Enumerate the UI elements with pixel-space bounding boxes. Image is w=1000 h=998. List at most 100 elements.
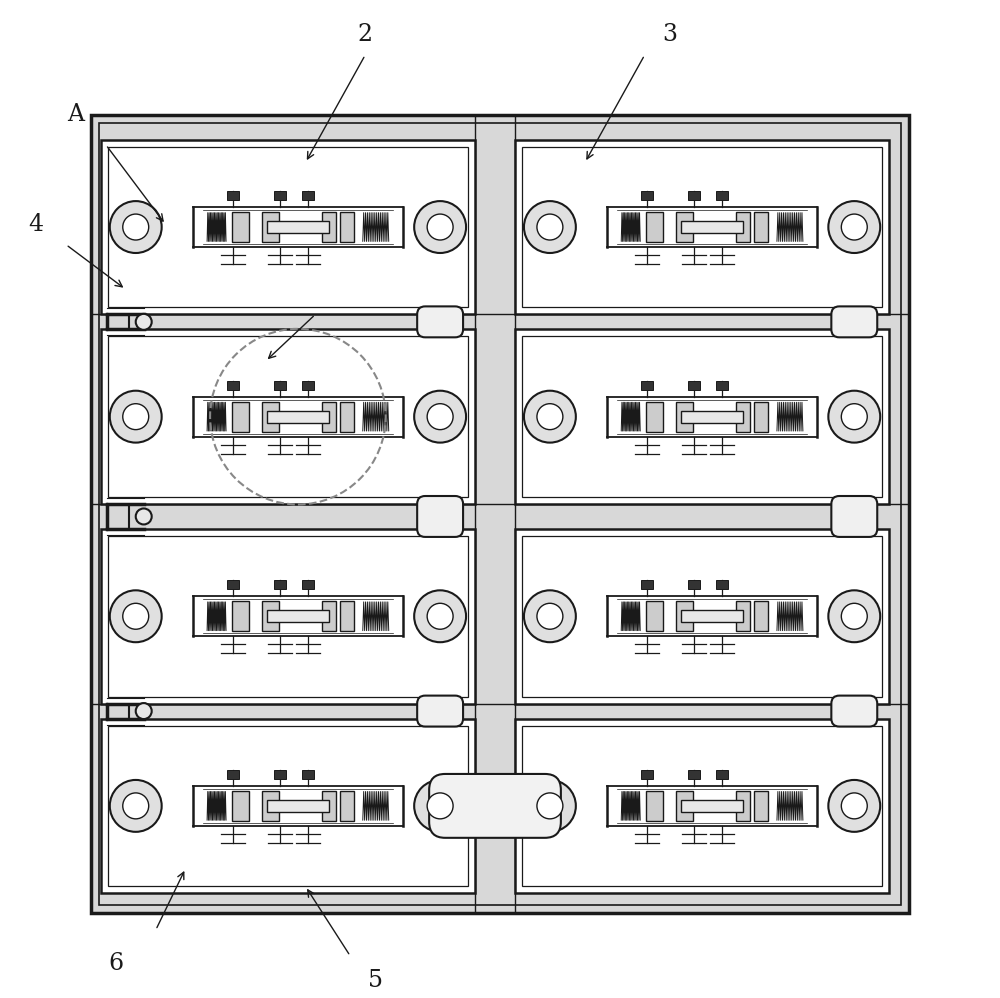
Circle shape bbox=[524, 202, 576, 252]
Text: A: A bbox=[67, 103, 84, 127]
Bar bbox=[646, 601, 663, 632]
Text: 6: 6 bbox=[108, 951, 123, 975]
Text: 2: 2 bbox=[358, 23, 373, 47]
Circle shape bbox=[123, 215, 149, 241]
Bar bbox=[515, 719, 889, 893]
Bar bbox=[754, 213, 768, 243]
Circle shape bbox=[537, 403, 563, 430]
Circle shape bbox=[537, 603, 563, 630]
FancyBboxPatch shape bbox=[417, 306, 463, 337]
Bar bbox=[681, 411, 743, 423]
Bar bbox=[716, 581, 728, 589]
Circle shape bbox=[136, 313, 152, 330]
Bar bbox=[322, 601, 336, 632]
Bar bbox=[108, 336, 468, 497]
Bar bbox=[101, 719, 475, 893]
FancyBboxPatch shape bbox=[831, 306, 877, 337]
Circle shape bbox=[136, 704, 152, 719]
Bar bbox=[641, 192, 653, 200]
Circle shape bbox=[414, 202, 466, 252]
Circle shape bbox=[828, 391, 880, 443]
Circle shape bbox=[110, 591, 162, 643]
Bar bbox=[232, 401, 249, 431]
Bar bbox=[676, 401, 693, 431]
Circle shape bbox=[524, 591, 576, 643]
Bar bbox=[522, 147, 882, 307]
Bar bbox=[716, 381, 728, 389]
Bar bbox=[267, 611, 329, 623]
Bar bbox=[91, 115, 909, 913]
Bar bbox=[736, 401, 750, 431]
Circle shape bbox=[427, 215, 453, 241]
Bar bbox=[522, 726, 882, 886]
Bar bbox=[267, 411, 329, 423]
Bar bbox=[676, 601, 693, 632]
Bar bbox=[302, 770, 314, 778]
Bar bbox=[274, 192, 286, 200]
Circle shape bbox=[123, 403, 149, 430]
Bar bbox=[267, 221, 329, 233]
Text: 4: 4 bbox=[28, 213, 43, 237]
Bar bbox=[274, 770, 286, 778]
Bar bbox=[340, 790, 354, 820]
Bar bbox=[641, 770, 653, 778]
Bar bbox=[232, 213, 249, 243]
Bar bbox=[688, 192, 700, 200]
Bar bbox=[641, 581, 653, 589]
Bar bbox=[108, 726, 468, 886]
Bar bbox=[262, 601, 279, 632]
Bar bbox=[681, 611, 743, 623]
Circle shape bbox=[110, 780, 162, 832]
Bar bbox=[676, 790, 693, 820]
Bar bbox=[681, 221, 743, 233]
Bar bbox=[232, 601, 249, 632]
Circle shape bbox=[123, 603, 149, 630]
Circle shape bbox=[110, 202, 162, 252]
Bar bbox=[262, 790, 279, 820]
Circle shape bbox=[427, 603, 453, 630]
Circle shape bbox=[414, 780, 466, 832]
Bar bbox=[322, 790, 336, 820]
Bar bbox=[302, 381, 314, 389]
Bar bbox=[736, 790, 750, 820]
Bar bbox=[646, 213, 663, 243]
FancyBboxPatch shape bbox=[429, 774, 561, 838]
Bar bbox=[227, 581, 239, 589]
FancyBboxPatch shape bbox=[831, 496, 877, 537]
Bar bbox=[515, 329, 889, 504]
Bar bbox=[302, 192, 314, 200]
Bar bbox=[340, 401, 354, 431]
Circle shape bbox=[414, 591, 466, 643]
Bar bbox=[274, 581, 286, 589]
FancyBboxPatch shape bbox=[417, 696, 463, 727]
Circle shape bbox=[841, 403, 867, 430]
Circle shape bbox=[537, 792, 563, 818]
FancyBboxPatch shape bbox=[831, 696, 877, 727]
Circle shape bbox=[841, 215, 867, 241]
Bar bbox=[340, 601, 354, 632]
Circle shape bbox=[110, 391, 162, 443]
Bar bbox=[267, 800, 329, 812]
Bar bbox=[676, 213, 693, 243]
Bar bbox=[101, 529, 475, 704]
Circle shape bbox=[524, 391, 576, 443]
Bar bbox=[681, 800, 743, 812]
Bar bbox=[99, 123, 901, 905]
Bar bbox=[227, 192, 239, 200]
Bar bbox=[227, 770, 239, 778]
Bar bbox=[262, 401, 279, 431]
Bar bbox=[322, 401, 336, 431]
Bar bbox=[716, 770, 728, 778]
Bar bbox=[688, 381, 700, 389]
Bar bbox=[754, 601, 768, 632]
Bar bbox=[302, 581, 314, 589]
Bar bbox=[688, 770, 700, 778]
Bar bbox=[108, 536, 468, 697]
Bar bbox=[641, 381, 653, 389]
Bar bbox=[262, 213, 279, 243]
Text: 5: 5 bbox=[368, 968, 383, 992]
Bar bbox=[688, 581, 700, 589]
Circle shape bbox=[841, 792, 867, 818]
Bar bbox=[754, 401, 768, 431]
Circle shape bbox=[136, 509, 152, 525]
